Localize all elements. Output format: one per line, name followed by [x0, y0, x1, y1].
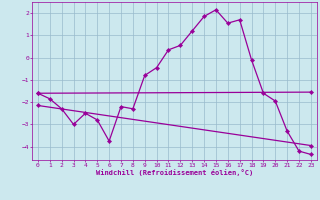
X-axis label: Windchill (Refroidissement éolien,°C): Windchill (Refroidissement éolien,°C) [96, 169, 253, 176]
